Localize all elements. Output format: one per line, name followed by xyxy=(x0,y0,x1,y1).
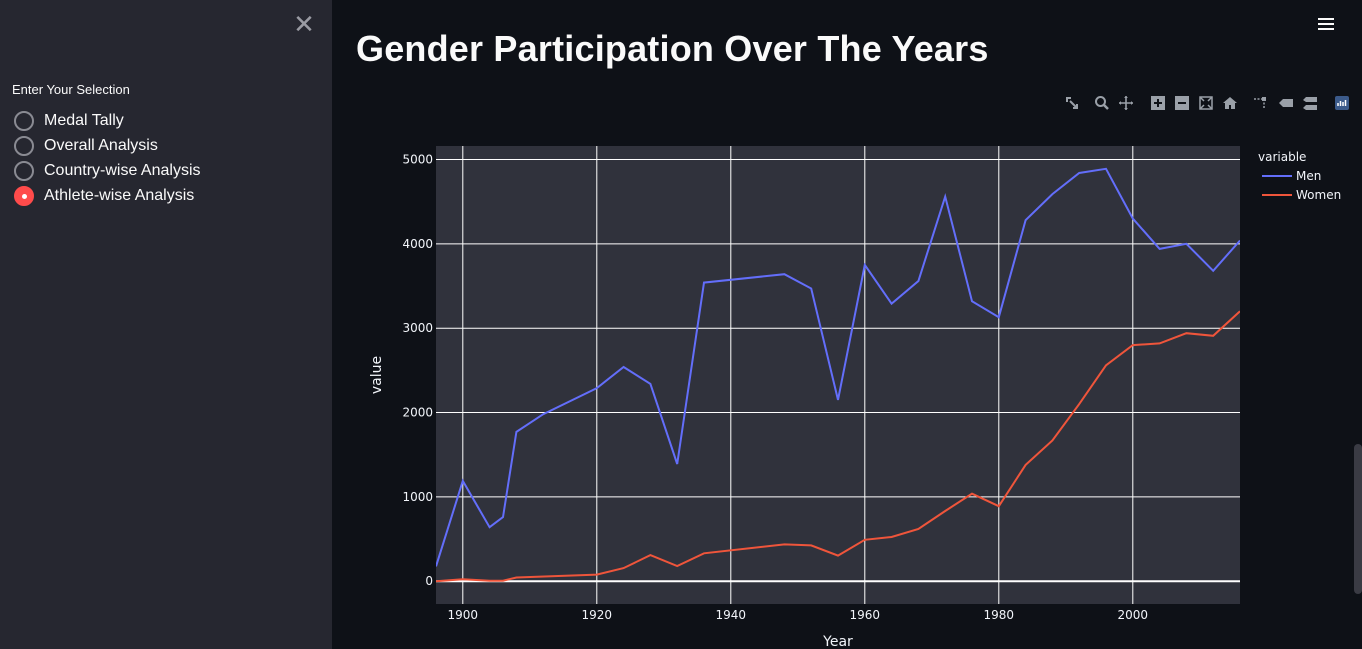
y-tick-label: 2000 xyxy=(402,406,433,420)
radio-label: Overall Analysis xyxy=(44,136,158,154)
y-tick-label: 0 xyxy=(425,574,433,588)
download-plot-icon[interactable] xyxy=(1063,94,1081,112)
x-tick-label: 1940 xyxy=(716,608,747,622)
x-tick-label: 1960 xyxy=(850,608,881,622)
x-tick-label: 2000 xyxy=(1118,608,1149,622)
hover-closest-icon[interactable] xyxy=(1277,94,1295,112)
series-line-women xyxy=(436,310,1240,583)
y-axis-title: value xyxy=(369,356,385,394)
radio-label: Country-wise Analysis xyxy=(44,161,201,179)
x-axis-title: Year xyxy=(822,634,853,649)
autoscale-icon[interactable] xyxy=(1197,94,1215,112)
page-scrollbar[interactable] xyxy=(1354,444,1362,594)
zoom-out-icon[interactable] xyxy=(1173,94,1191,112)
y-tick-label: 5000 xyxy=(402,152,433,166)
plotly-logo-icon[interactable] xyxy=(1333,94,1351,112)
zoom-icon[interactable] xyxy=(1093,94,1111,112)
sidebar: ✕ Enter Your Selection Medal Tally Overa… xyxy=(0,0,332,649)
legend-title: variable xyxy=(1258,150,1306,164)
reset-axes-icon[interactable] xyxy=(1221,94,1239,112)
series-line-men xyxy=(436,167,1240,567)
radio-selected-icon[interactable] xyxy=(14,185,34,206)
analysis-radio-group: Medal Tally Overall Analysis Country-wis… xyxy=(14,108,201,208)
legend-entry: Men xyxy=(1296,169,1321,183)
hover-compare-icon[interactable] xyxy=(1301,94,1319,112)
x-tick-label: 1920 xyxy=(582,608,613,622)
y-tick-label: 1000 xyxy=(402,490,433,504)
radio-circle-icon[interactable] xyxy=(14,160,34,181)
x-tick-label: 1980 xyxy=(984,608,1015,622)
radio-athlete-wise-analysis[interactable]: Athlete-wise Analysis xyxy=(14,183,201,208)
zoom-in-icon[interactable] xyxy=(1149,94,1167,112)
close-sidebar-icon[interactable]: ✕ xyxy=(293,10,315,40)
radio-overall-analysis[interactable]: Overall Analysis xyxy=(14,133,201,158)
y-tick-label: 3000 xyxy=(402,321,433,335)
radio-label: Athlete-wise Analysis xyxy=(44,186,195,204)
legend-entry: Women xyxy=(1296,188,1341,202)
radio-medal-tally[interactable]: Medal Tally xyxy=(14,108,201,133)
radio-circle-icon[interactable] xyxy=(14,110,34,131)
pan-icon[interactable] xyxy=(1117,94,1135,112)
radio-country-wise-analysis[interactable]: Country-wise Analysis xyxy=(14,158,201,183)
x-tick-label: 1900 xyxy=(448,608,479,622)
y-tick-label: 4000 xyxy=(402,237,433,251)
spike-lines-icon[interactable] xyxy=(1251,94,1269,112)
hamburger-icon[interactable] xyxy=(1318,18,1334,32)
selection-label: Enter Your Selection xyxy=(12,82,130,97)
radio-circle-icon[interactable] xyxy=(14,135,34,156)
radio-label: Medal Tally xyxy=(44,111,124,129)
plot-area xyxy=(436,146,1240,604)
page-title: Gender Participation Over The Years xyxy=(356,28,989,69)
